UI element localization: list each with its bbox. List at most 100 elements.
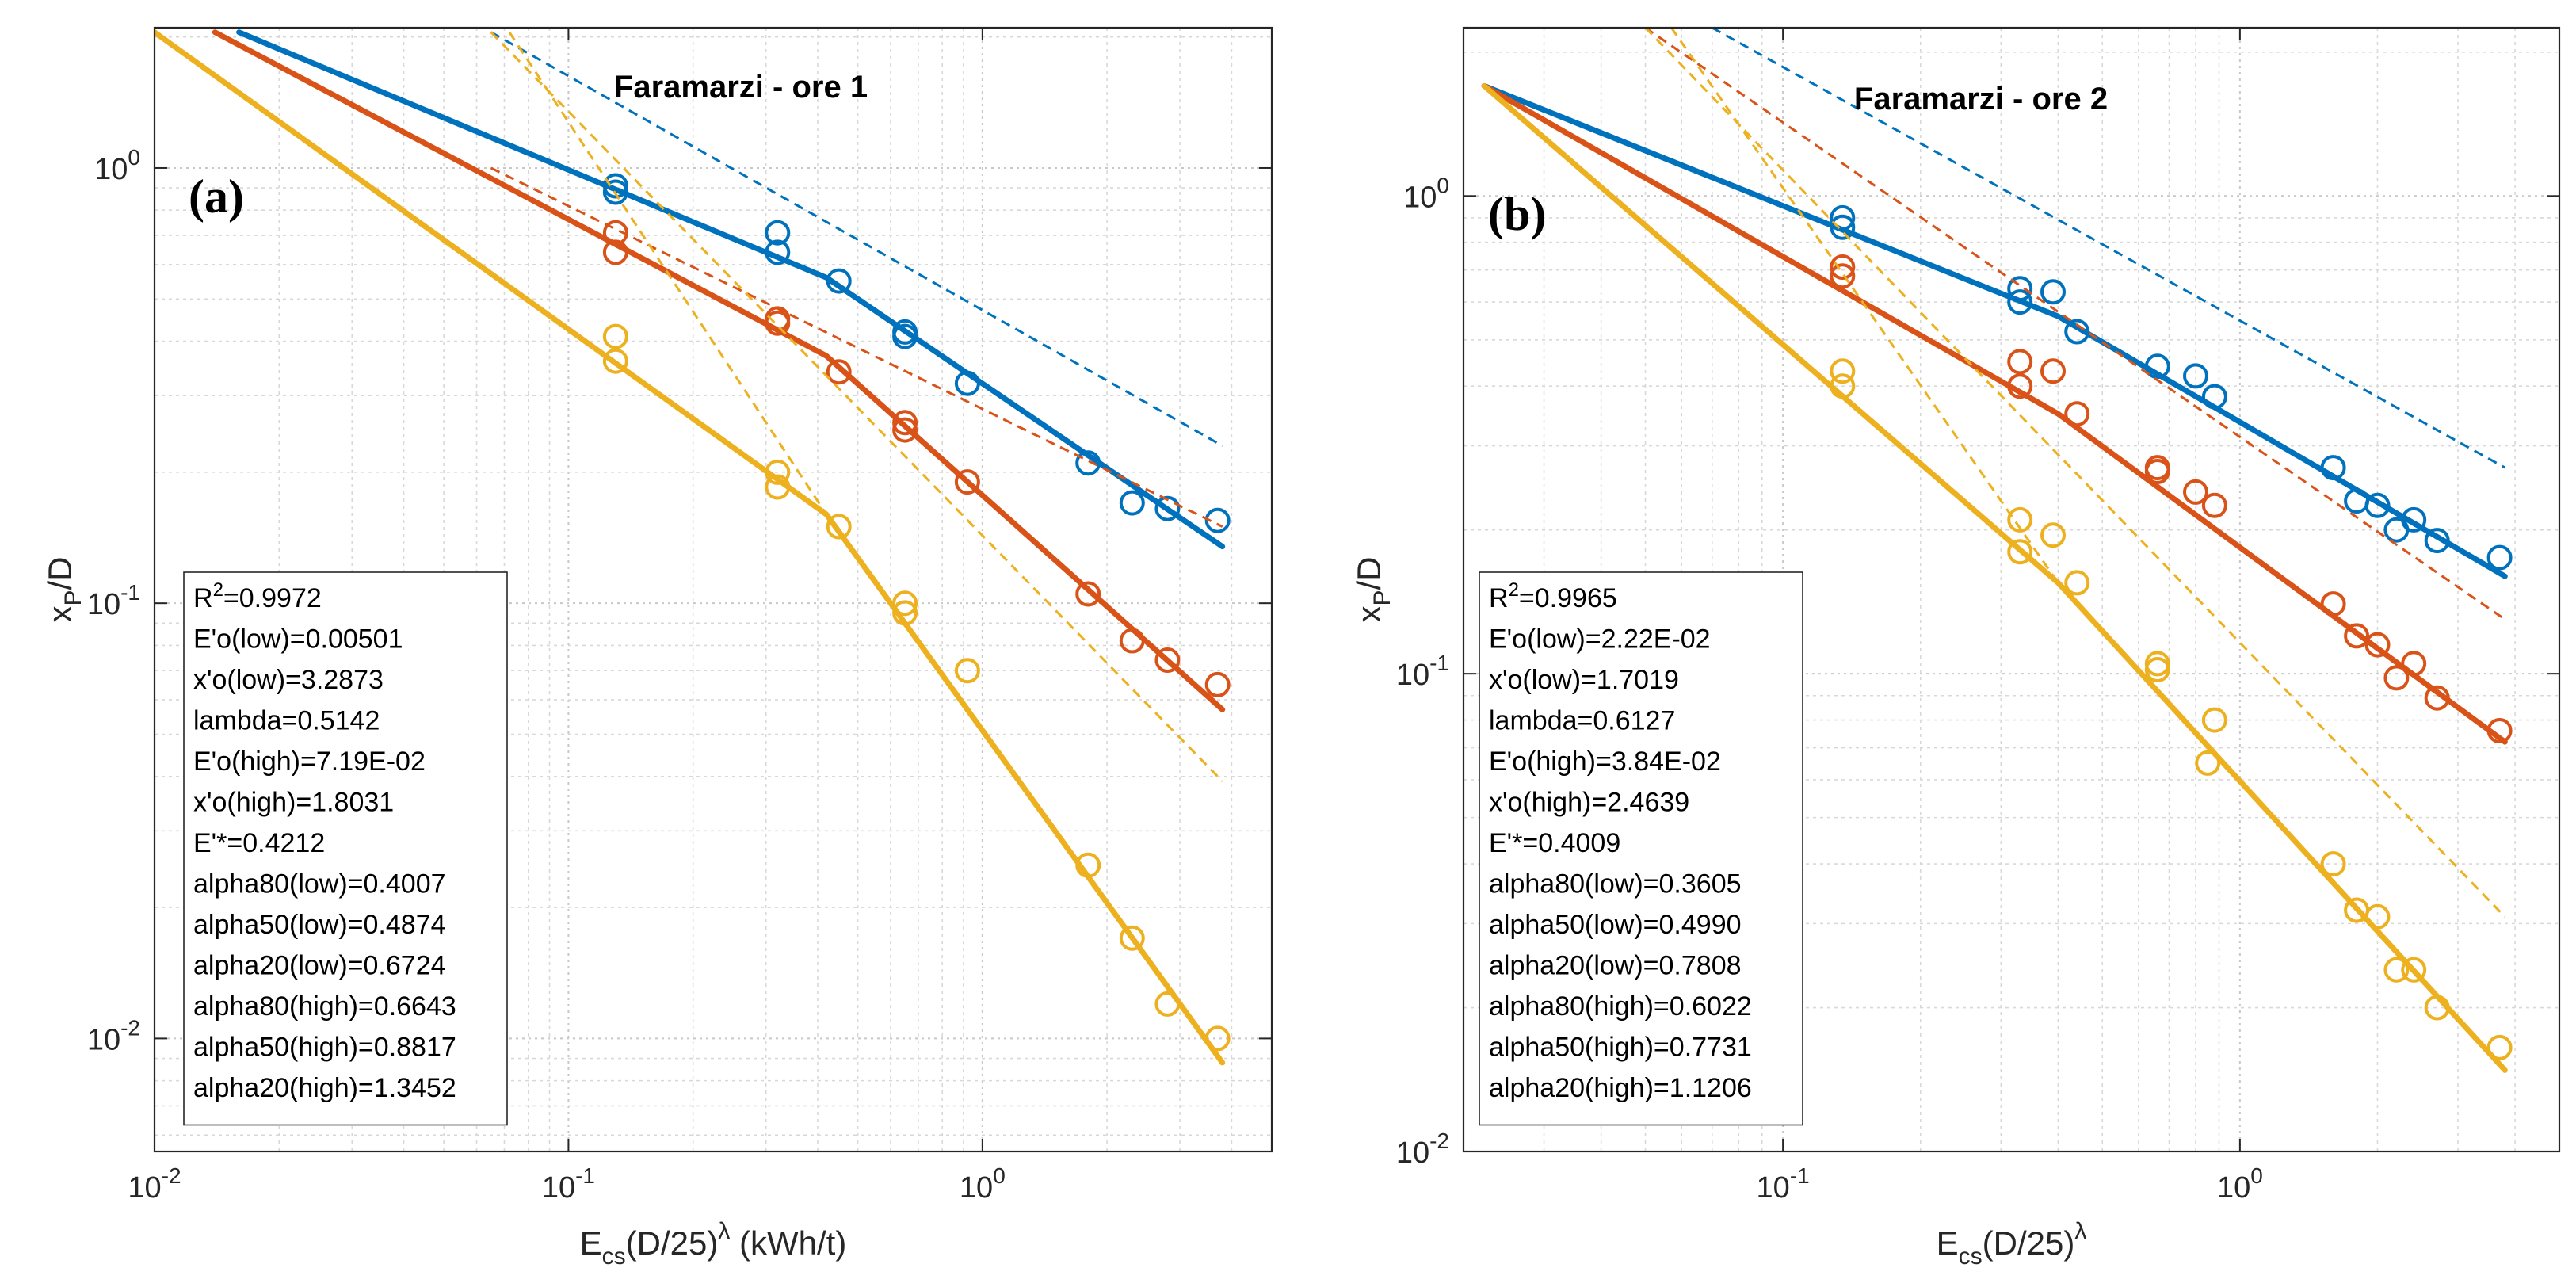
x-axis-label-middle: (D/25) — [626, 1224, 719, 1262]
x-tick-label: 10-1 — [542, 1163, 595, 1205]
series-x80-point — [2201, 384, 2227, 410]
series-x80-fit-line — [236, 29, 1226, 550]
y-tick-exponent: -1 — [1429, 651, 1449, 675]
legend-entry: lambda=0.5142 — [193, 706, 380, 736]
legend-entry: alpha80(low)=0.4007 — [193, 869, 446, 899]
series-x20-point — [1830, 358, 1856, 384]
panel-label: (a) — [189, 170, 244, 223]
series-x20-point — [1204, 1025, 1231, 1052]
legend-entry-superscript: 2 — [213, 579, 223, 601]
series-x50-point — [765, 310, 791, 336]
series-x20-point — [2424, 995, 2450, 1021]
series-x80-point — [1154, 495, 1181, 521]
series-x20-point — [892, 600, 918, 626]
legend-entry: x'o(high)=2.4639 — [1489, 788, 1689, 818]
y-tick-exponent: 0 — [128, 145, 140, 170]
series-x50-point — [2040, 358, 2066, 384]
series-x80-point — [602, 173, 628, 199]
y-tick-base: 10 — [94, 153, 128, 186]
axes-box — [153, 26, 1273, 1153]
series-x80-point — [2424, 528, 2450, 554]
series-x50-point — [2486, 718, 2513, 743]
chart-title: Faramarzi - ore 2 — [1854, 82, 2108, 116]
series-x20-fit-line — [155, 29, 1226, 1066]
legend-entry: E'o(low)=2.22E-02 — [1489, 624, 1711, 655]
legend-entry-value: =0.9965 — [1519, 583, 1617, 613]
series-x80-asymptote — [490, 31, 1223, 447]
axes-box — [1462, 26, 2561, 1153]
legend-entry: alpha50(high)=0.8817 — [193, 1033, 456, 1063]
series-x20-point — [2364, 903, 2391, 930]
legend-entry: alpha80(high)=0.6643 — [193, 991, 456, 1022]
series-x50-point — [2064, 401, 2090, 427]
series-x20-point — [2144, 657, 2170, 682]
chart-title: Faramarzi - ore 1 — [614, 70, 868, 105]
series-x80-point — [2040, 279, 2066, 305]
series-x80-point — [2144, 353, 2170, 380]
x-tick-exponent: 0 — [2250, 1163, 2263, 1188]
x-tick-label: 10-1 — [1757, 1163, 1810, 1205]
series-x50-point — [1830, 263, 1856, 289]
legend-entry: alpha50(low)=0.4874 — [193, 910, 446, 940]
y-axis-label-subscript: P — [1369, 590, 1395, 605]
series-x20-point — [1830, 373, 1856, 399]
series-x20-point — [2320, 851, 2346, 877]
series-x80-point — [1119, 490, 1145, 516]
series-x20-point — [2064, 570, 2090, 596]
series-x80-point — [2486, 544, 2513, 571]
legend-entry: R2=0.9972 — [193, 579, 322, 613]
legend-entry-r: R — [1489, 583, 1509, 613]
legend-entry-superscript: 2 — [1509, 579, 1519, 601]
x-axis-label-subscript: cs — [1959, 1243, 1983, 1270]
x-tick-exponent: -2 — [162, 1163, 181, 1188]
series-x50-point — [1154, 647, 1181, 673]
legend-entry-r: R — [193, 583, 213, 613]
series-x80-point — [1204, 507, 1231, 533]
series-x50-point — [954, 469, 980, 495]
y-tick-exponent: -1 — [120, 580, 140, 605]
y-tick-exponent: -2 — [120, 1015, 140, 1040]
series-x20-point — [2195, 750, 2221, 776]
x-tick-base: 10 — [960, 1171, 993, 1205]
legend-entry: E'o(high)=3.84E-02 — [1489, 747, 1721, 777]
x-tick-base: 10 — [2217, 1171, 2250, 1205]
legend-entry: x'o(high)=1.8031 — [193, 788, 394, 818]
series-x80-point — [2007, 289, 2033, 315]
x-axis-label-main: E — [1937, 1224, 1959, 1262]
series-x20-point — [1154, 991, 1181, 1017]
y-tick-label: 100 — [94, 145, 140, 186]
series-x50-point — [2201, 492, 2227, 518]
series-x20-point — [892, 590, 918, 617]
series-x50-point — [2401, 651, 2427, 677]
series-x20-point — [2007, 506, 2033, 533]
legend-entry: E'*=0.4212 — [193, 828, 325, 858]
series-x80 — [236, 29, 1231, 550]
series-x50-point — [2007, 373, 2033, 399]
series-x80-point — [2320, 455, 2346, 481]
x-tick-exponent: 0 — [993, 1163, 1006, 1188]
series-x80-point — [765, 239, 791, 265]
y-tick-label: 10-2 — [87, 1015, 140, 1056]
y-axis-label: xP/D — [41, 556, 86, 622]
x-axis-label-subscript: cs — [602, 1243, 626, 1270]
panel-b: 10-1 10010-210-1100Ecs(D/25)λxP/DFaramarz… — [1350, 26, 2561, 1270]
series-x50-point — [2007, 349, 2033, 375]
x-tick-label: 100 — [960, 1163, 1006, 1205]
series-x80-point — [1830, 214, 1856, 240]
legend-entry: alpha80(high)=0.6022 — [1489, 991, 1752, 1022]
series-x50-point — [826, 359, 852, 385]
series-x20-point — [1119, 925, 1145, 951]
legend-entry: alpha20(high)=1.1206 — [1489, 1073, 1752, 1103]
series-x50-point — [602, 239, 628, 265]
legend-entry: E'o(low)=0.00501 — [193, 624, 403, 655]
legend-entry-value: =0.9972 — [223, 583, 322, 613]
series-x80-point — [1830, 204, 1856, 231]
series-x50-point — [892, 417, 918, 443]
series-x80-point — [892, 323, 918, 349]
series-x50-point — [2383, 665, 2410, 691]
legend-entry: alpha20(low)=0.7808 — [1489, 951, 1742, 981]
series-x50 — [1481, 28, 2513, 745]
